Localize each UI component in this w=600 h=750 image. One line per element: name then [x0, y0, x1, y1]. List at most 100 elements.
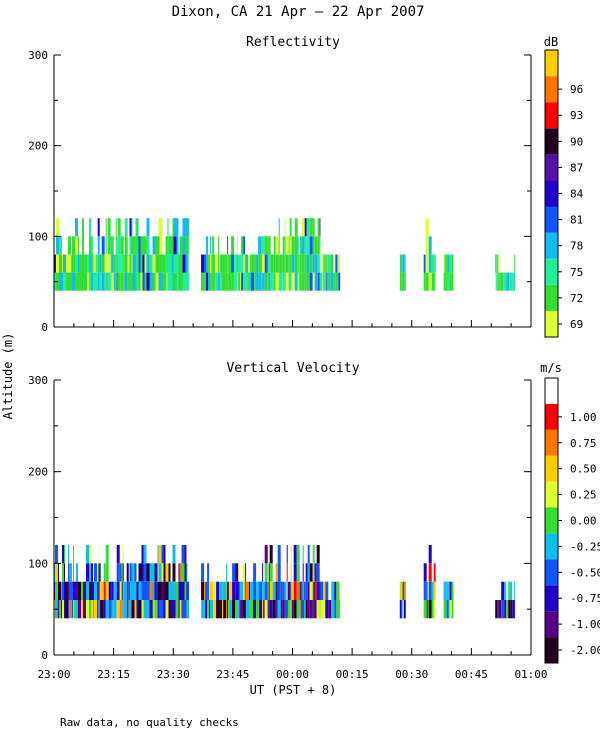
- data-cell: [210, 600, 214, 619]
- data-cell: [504, 581, 507, 600]
- data-cell: [111, 272, 114, 291]
- data-cell: [330, 272, 334, 291]
- data-cell: [186, 581, 188, 600]
- data-segment: [264, 218, 321, 291]
- data-cell: [184, 563, 187, 582]
- data-cell: [268, 563, 270, 582]
- data-cell: [226, 600, 228, 619]
- data-cell: [337, 254, 339, 273]
- data-cell: [309, 218, 313, 237]
- data-cell: [138, 236, 141, 255]
- data-cell: [297, 272, 299, 291]
- data-cell: [238, 581, 240, 600]
- data-cell: [121, 581, 123, 600]
- data-cell: [304, 272, 307, 291]
- data-cell: [117, 254, 121, 273]
- data-cell: [448, 581, 450, 600]
- data-cell: [62, 600, 64, 619]
- data-cell: [68, 254, 71, 273]
- data-cell: [78, 254, 79, 273]
- data-cell: [131, 236, 133, 255]
- data-cell: [504, 600, 507, 619]
- data-cell: [207, 563, 210, 582]
- data-cell: [144, 272, 147, 291]
- data-cell: [276, 563, 278, 582]
- data-segment: [54, 545, 98, 619]
- data-cell: [427, 581, 429, 600]
- data-cell: [158, 581, 162, 600]
- data-cell: [301, 272, 305, 291]
- data-cell: [287, 600, 291, 619]
- data-cell: [175, 600, 179, 619]
- data-cell: [286, 545, 288, 564]
- data-cell: [159, 218, 163, 237]
- data-cell: [122, 563, 124, 582]
- data-cell: [68, 545, 69, 564]
- data-cell: [131, 254, 133, 273]
- data-cell: [296, 600, 300, 619]
- data-cell: [282, 581, 285, 600]
- data-cell: [240, 581, 244, 600]
- data-cell: [312, 236, 315, 255]
- data-cell: [428, 236, 432, 255]
- data-cell: [176, 254, 179, 273]
- data-cell: [105, 600, 109, 619]
- data-cell: [323, 254, 325, 273]
- data-cell: [115, 218, 117, 237]
- data-cell: [163, 545, 166, 564]
- data-cell: [123, 600, 127, 619]
- data-cell: [334, 600, 337, 619]
- data-cell: [226, 581, 228, 600]
- data-cell: [127, 254, 130, 273]
- data-cell: [312, 218, 315, 237]
- data-cell: [62, 545, 64, 564]
- data-cell: [402, 581, 404, 600]
- data-cell: [264, 581, 268, 600]
- data-segment: [423, 545, 436, 619]
- data-cell: [514, 254, 516, 273]
- data-cell: [99, 600, 101, 619]
- data-cell: [135, 272, 137, 291]
- data-cell: [146, 563, 150, 582]
- data-cell: [154, 236, 156, 255]
- data-cell: [220, 272, 223, 291]
- data-cell: [444, 254, 446, 273]
- data-cell: [173, 272, 177, 291]
- data-cell: [75, 272, 78, 291]
- data-cell: [293, 545, 297, 564]
- data-cell: [249, 581, 251, 600]
- data-cell: [209, 581, 211, 600]
- data-cell: [101, 272, 105, 291]
- data-cell: [158, 600, 162, 619]
- data-cell: [256, 600, 260, 619]
- x-tick-label: 23:30: [157, 668, 190, 681]
- data-cell: [93, 581, 94, 600]
- data-cell: [140, 236, 143, 255]
- data-cell: [184, 581, 187, 600]
- data-cell: [234, 272, 236, 291]
- velocity-panel: Vertical Velocity 0 100 200 300 23:00 23:15 23…: [28, 361, 600, 681]
- data-cell: [240, 254, 242, 273]
- data-cell: [325, 600, 329, 619]
- data-cell: [223, 600, 227, 619]
- data-cell: [264, 254, 268, 273]
- data-cell: [138, 563, 142, 582]
- data-cell: [293, 581, 297, 600]
- data-cell: [245, 272, 249, 291]
- data-cell: [309, 272, 313, 291]
- reflectivity-plot-area: 0 100 200 300: [28, 49, 532, 334]
- data-cell: [219, 600, 223, 619]
- data-cell: [126, 581, 129, 600]
- data-cell: [251, 254, 255, 273]
- data-cell: [97, 600, 99, 619]
- data-cell: [249, 272, 251, 291]
- data-cell: [323, 600, 326, 619]
- data-cell: [134, 563, 137, 582]
- data-cell: [158, 545, 162, 564]
- data-cell: [273, 236, 276, 255]
- data-cell: [506, 272, 510, 291]
- data-cell: [284, 581, 287, 600]
- data-cell: [317, 236, 320, 255]
- data-cell: [512, 600, 515, 619]
- data-cell: [222, 272, 226, 291]
